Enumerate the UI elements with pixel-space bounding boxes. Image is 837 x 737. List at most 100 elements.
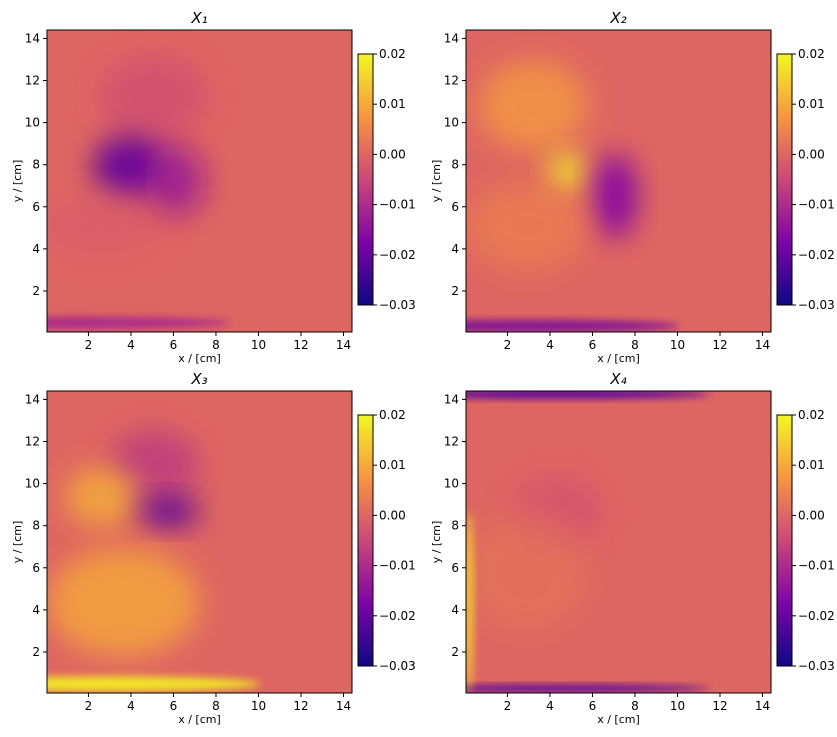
x-tick-label: 6 xyxy=(589,699,597,713)
axes-frame xyxy=(465,29,772,333)
colorbar-tick-label: −0.02 xyxy=(798,609,835,623)
y-tick-label: 14 xyxy=(444,31,459,45)
x-tick-label: 8 xyxy=(631,699,639,713)
colorbar-tick-label: −0.02 xyxy=(379,609,416,623)
x-tick-label: 14 xyxy=(755,338,770,352)
y-tick-label: 2 xyxy=(451,645,459,659)
colorbar-tick-label: 0.02 xyxy=(379,47,406,61)
colorbar-tick-label: 0.00 xyxy=(798,508,825,522)
heatmap-region xyxy=(548,153,585,191)
x-tick-label: 2 xyxy=(85,338,93,352)
heatmap-region xyxy=(466,511,588,633)
heatmap-region xyxy=(466,684,710,693)
panel: 2 4 6 8 10 12 14 2 4 6 8 10 12 14 X₄ x / [cm] y / [cm] 0.… xyxy=(430,370,835,726)
colorbar-tick-label: −0.01 xyxy=(379,198,416,212)
x-tick-label: 6 xyxy=(170,699,178,713)
y-tick-label: 12 xyxy=(444,435,459,449)
x-tick-label: 14 xyxy=(755,699,770,713)
heatmap-region xyxy=(47,196,163,257)
x-tick-label: 10 xyxy=(670,699,685,713)
x-tick-label: 4 xyxy=(546,338,554,352)
panel: 2 4 6 8 10 12 14 2 4 6 8 10 12 14 X₃ x / [cm] y / [cm] 0.… xyxy=(11,370,416,726)
colorbar-tick-label: 0.01 xyxy=(379,97,406,111)
colorbar-tick-label: 0.01 xyxy=(379,458,406,472)
y-tick-label: 2 xyxy=(32,645,40,659)
panel: 2 4 6 8 10 12 14 2 4 6 8 10 12 14 X₁ x / [cm] y / [cm] 0.… xyxy=(11,9,416,365)
colorbar xyxy=(357,53,374,306)
y-tick-label: 8 xyxy=(451,519,459,533)
x-tick-label: 6 xyxy=(589,338,597,352)
colorbar-tick-label: −0.01 xyxy=(798,559,835,573)
chart-title: X₃ xyxy=(190,370,207,388)
x-tick-label: 4 xyxy=(127,338,135,352)
colorbar-tick-label: 0.02 xyxy=(798,408,825,422)
y-tick-label: 12 xyxy=(444,74,459,88)
colorbar-tick-label: −0.01 xyxy=(798,198,835,212)
y-tick-label: 8 xyxy=(32,519,40,533)
colorbar-tick-label: 0.02 xyxy=(798,47,825,61)
colorbar-tick-label: 0.01 xyxy=(798,458,825,472)
y-tick-label: 14 xyxy=(25,392,40,406)
axes-frame xyxy=(46,29,353,333)
chart-title: X₂ xyxy=(609,9,626,27)
x-axis-label: x / [cm] xyxy=(597,352,640,365)
heatmap-region xyxy=(138,496,200,527)
colorbar-tick-label: −0.03 xyxy=(379,298,416,312)
x-axis-label: x / [cm] xyxy=(597,713,640,726)
x-tick-label: 8 xyxy=(212,699,220,713)
heatmap-region xyxy=(466,511,474,693)
colorbar-tick-label: −0.01 xyxy=(379,559,416,573)
colorbar xyxy=(357,414,374,667)
heatmap-region xyxy=(65,466,139,527)
panel: 2 4 6 8 10 12 14 2 4 6 8 10 12 14 X₂ x / [cm] y / [cm] 0.… xyxy=(430,9,835,365)
x-tick-label: 2 xyxy=(504,338,512,352)
y-tick-label: 4 xyxy=(451,242,459,256)
y-axis-label: y / [cm] xyxy=(430,160,443,203)
heatmap-region xyxy=(478,60,588,151)
y-tick-label: 12 xyxy=(25,435,40,449)
y-tick-label: 10 xyxy=(25,477,40,491)
x-tick-label: 4 xyxy=(127,699,135,713)
y-tick-label: 8 xyxy=(32,158,40,172)
colorbar-tick-label: 0.00 xyxy=(379,147,406,161)
colorbar-tick-label: −0.02 xyxy=(798,248,835,262)
colorbar-tick-label: 0.02 xyxy=(379,408,406,422)
heatmap-region xyxy=(47,548,200,657)
y-tick-label: 4 xyxy=(32,603,40,617)
x-tick-label: 2 xyxy=(85,699,93,713)
x-tick-label: 10 xyxy=(670,338,685,352)
y-tick-label: 10 xyxy=(25,116,40,130)
x-tick-label: 10 xyxy=(251,338,266,352)
colorbar xyxy=(776,414,793,667)
chart-title: X₁ xyxy=(190,9,207,27)
y-tick-label: 6 xyxy=(32,200,40,214)
x-tick-label: 12 xyxy=(712,338,727,352)
y-axis-label: y / [cm] xyxy=(430,521,443,564)
colorbar-tick-label: −0.02 xyxy=(379,248,416,262)
y-tick-label: 6 xyxy=(451,561,459,575)
colorbar-tick-label: 0.01 xyxy=(798,97,825,111)
y-tick-label: 6 xyxy=(32,561,40,575)
chart-title: X₄ xyxy=(609,370,626,388)
x-tick-label: 12 xyxy=(293,699,308,713)
x-tick-label: 8 xyxy=(631,338,639,352)
colorbar-tick-label: −0.03 xyxy=(798,659,835,673)
y-tick-label: 4 xyxy=(451,603,459,617)
colorbar-tick-label: 0.00 xyxy=(798,147,825,161)
axes-frame xyxy=(465,390,772,694)
y-tick-label: 8 xyxy=(451,158,459,172)
y-tick-label: 14 xyxy=(25,31,40,45)
colorbar xyxy=(776,53,793,306)
heatmap-region xyxy=(98,54,209,139)
y-tick-label: 10 xyxy=(444,477,459,491)
heatmap-region xyxy=(144,144,206,218)
y-tick-label: 2 xyxy=(32,284,40,298)
x-axis-label: x / [cm] xyxy=(178,352,221,365)
heatmap-image xyxy=(466,30,771,332)
heatmap-region xyxy=(47,316,230,329)
y-axis-label: y / [cm] xyxy=(11,160,24,203)
x-tick-label: 14 xyxy=(336,338,351,352)
heatmap-region xyxy=(466,181,588,272)
heatmap-image xyxy=(466,391,771,693)
